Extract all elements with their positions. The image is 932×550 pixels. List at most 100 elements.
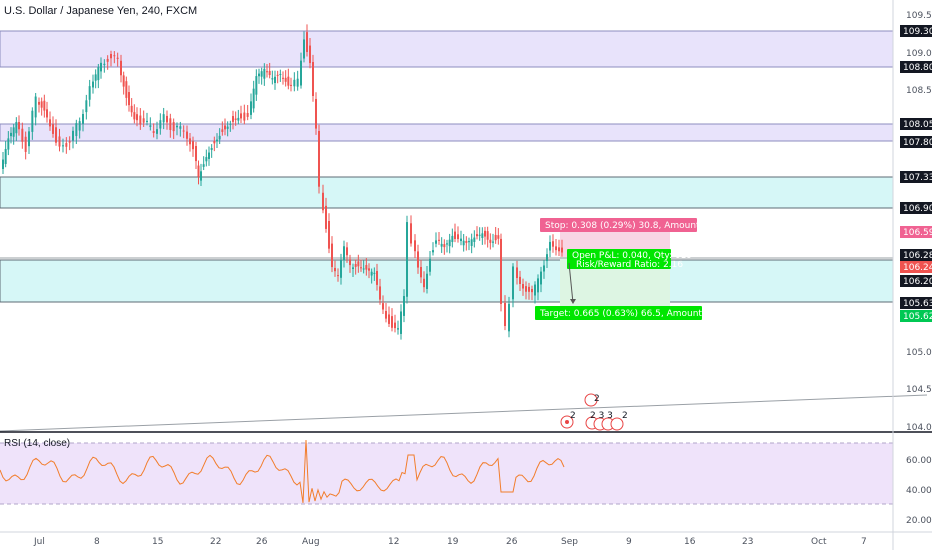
svg-text:8: 8: [94, 537, 100, 547]
candle-body: [62, 145, 64, 147]
candle-body: [4, 148, 7, 164]
rsi-indicator-label[interactable]: RSI (14, close): [4, 438, 71, 449]
target-label-text: Target: 0.665 (0.63%) 66.5, Amount: 1539…: [539, 309, 745, 319]
candle-body: [543, 265, 545, 272]
candle-body: [197, 165, 200, 177]
price-tag-label: 106.597: [903, 228, 932, 238]
candle-body: [379, 286, 381, 300]
candle-body: [516, 267, 518, 279]
candle-body: [125, 81, 128, 98]
candle-body: [512, 266, 514, 300]
candle-body: [397, 328, 399, 330]
candle-body: [189, 138, 191, 145]
candle-body: [394, 322, 396, 329]
candle-body: [504, 303, 506, 327]
stop-label: Stop: 0.308 (0.29%) 30.8, Amount: 750.21: [540, 218, 737, 232]
candle-body: [429, 258, 431, 272]
time-axis[interactable]: Jul 8 15 22 26 Aug 12 19 26 Sep 9 16 23 …: [33, 537, 867, 547]
candle-body: [500, 238, 502, 304]
svg-text:26: 26: [256, 537, 268, 547]
candle-body: [473, 237, 476, 242]
price-axis[interactable]: 109.500 109.000 108.500 105.000 104.500 …: [906, 11, 932, 526]
candle-body: [349, 259, 351, 266]
candle-body: [414, 240, 416, 252]
candle-body: [451, 235, 454, 242]
price-tag: [900, 261, 932, 273]
candle-body: [72, 130, 74, 141]
candle-body: [432, 250, 434, 253]
candle-body: [49, 119, 51, 127]
trend-line[interactable]: [0, 394, 928, 432]
candle-body: [435, 240, 437, 244]
candle-body: [52, 124, 54, 134]
candle-body: [478, 234, 481, 236]
candle-body: [468, 241, 470, 243]
candle-body: [531, 289, 533, 293]
candle-body: [28, 131, 30, 147]
candle-body: [110, 54, 112, 59]
price-tag-label: 106.249: [903, 263, 932, 273]
candle-body: [152, 131, 155, 133]
price-tag: [900, 297, 932, 309]
price-tag-label: 105.623: [903, 312, 932, 322]
candle-body: [258, 73, 260, 77]
candle-body: [65, 143, 68, 147]
candle-body: [149, 125, 152, 127]
candle-body: [240, 113, 242, 119]
candle-body: [46, 109, 48, 118]
resistance-zone-middle: [0, 123, 894, 142]
candle-body: [120, 60, 122, 76]
price-tag: [900, 171, 932, 183]
svg-text:22: 22: [210, 537, 221, 547]
candle-body: [360, 267, 362, 269]
event-badges[interactable]: 2 2 2 3 3 2: [560, 393, 628, 431]
candle-body: [40, 101, 43, 108]
candle-body: [337, 275, 339, 277]
candle-body: [528, 286, 530, 292]
candle-body: [561, 247, 563, 253]
candle-body: [352, 267, 354, 269]
candle-body: [555, 246, 557, 251]
svg-text:Oct: Oct: [811, 537, 827, 547]
candle-body: [88, 86, 91, 100]
candle-body: [546, 254, 548, 262]
candle-body: [116, 57, 119, 59]
position-arrow-head: [570, 299, 576, 304]
candle-body: [388, 314, 390, 324]
candle-body: [494, 234, 497, 241]
svg-text:40.00: 40.00: [906, 486, 932, 496]
symbol-title[interactable]: U.S. Dollar / Japanese Yen, 240, FXCM: [4, 5, 198, 17]
candle-body: [312, 62, 314, 97]
candle-body: [331, 243, 333, 268]
candle-body: [354, 264, 357, 267]
candle-body: [365, 265, 368, 270]
candle-body: [343, 246, 345, 261]
price-tag-label: 108.800: [903, 63, 932, 73]
candle-body: [410, 223, 412, 244]
price-tag: [900, 226, 932, 238]
price-tag-label: 106.905: [903, 204, 932, 214]
candle-body: [460, 238, 462, 242]
price-tag-label: 109.300: [903, 27, 932, 37]
candle-body: [420, 266, 422, 278]
candle-body: [133, 112, 136, 120]
support-zone-upper: [0, 176, 894, 209]
candle-body: [97, 67, 100, 81]
candle-body: [368, 268, 370, 271]
svg-text:104.500: 104.500: [906, 385, 932, 395]
candle-body: [246, 113, 249, 117]
candle-body: [522, 283, 524, 289]
candle-body: [55, 127, 57, 143]
price-tag: [900, 202, 932, 214]
candle-body: [200, 171, 202, 181]
candle-body: [293, 79, 296, 87]
candle-body: [376, 271, 378, 285]
support-zone-lower: [0, 259, 894, 303]
candle-body: [296, 78, 299, 87]
price-tag: [900, 275, 932, 287]
candle-body: [169, 118, 172, 130]
price-tag: [900, 249, 932, 261]
svg-text:2: 2: [622, 411, 628, 421]
price-tag-label: 106.200: [903, 277, 932, 287]
